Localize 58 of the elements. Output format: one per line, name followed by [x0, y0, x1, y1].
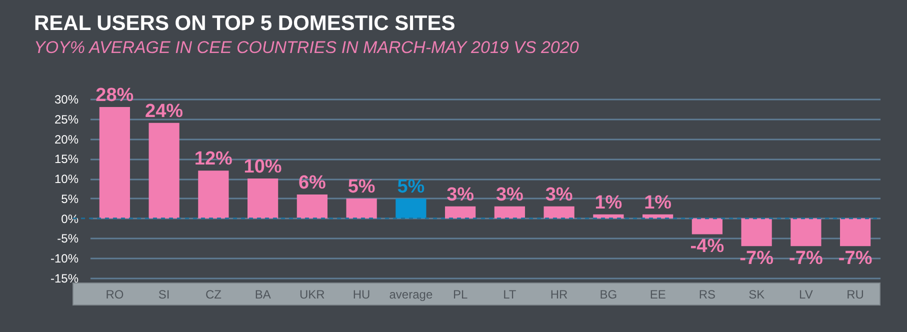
data-label: 3% [446, 184, 474, 206]
data-label: 24% [145, 100, 184, 122]
y-tick-label: 0% [61, 212, 79, 226]
x-tick-label: BG [600, 288, 618, 302]
bar [99, 106, 130, 218]
y-tick-label: -15% [50, 272, 79, 286]
bar [396, 198, 426, 218]
data-label: 5% [397, 176, 425, 198]
data-label: 12% [194, 148, 233, 170]
x-tick-label: SK [748, 288, 765, 302]
x-tick-label: CZ [205, 288, 222, 302]
data-label: 28% [96, 84, 134, 106]
chart-subtitle: YOY% AVERAGE IN CEE COUNTRIES IN MARCH-MAY 2019 VS 2020 [34, 38, 580, 57]
x-tick-label: average [389, 288, 433, 302]
data-label: 10% [244, 156, 282, 178]
y-tick-label: 20% [54, 132, 79, 146]
x-tick-label: LV [799, 288, 813, 302]
y-tick-label: 5% [61, 192, 79, 206]
x-tick-label: LT [503, 288, 517, 302]
chart-title: REAL USERS ON TOP 5 DOMESTIC SITES [34, 12, 456, 35]
bar [346, 198, 377, 218]
bar [248, 178, 278, 218]
y-tick-label: -10% [50, 252, 79, 266]
data-label: -7% [789, 248, 823, 270]
x-tick-label: PL [452, 288, 468, 302]
data-label: 1% [594, 192, 622, 214]
data-label: 1% [644, 192, 672, 214]
bar [148, 122, 180, 218]
x-tick-label: RS [698, 288, 716, 302]
bar [840, 218, 871, 246]
data-label: 5% [348, 176, 376, 198]
data-label: -7% [740, 248, 774, 270]
y-tick-label: -5% [57, 232, 79, 246]
y-tick-label: 30% [54, 92, 79, 106]
bar [198, 170, 229, 218]
bar [544, 206, 574, 218]
data-label: 6% [298, 172, 326, 194]
data-label: 3% [496, 184, 524, 206]
bar [296, 194, 328, 218]
y-tick-label: 10% [54, 172, 79, 186]
bar [692, 218, 722, 234]
x-tick-label: UKR [300, 288, 326, 302]
x-tick-label: HU [352, 288, 370, 302]
bar [741, 218, 772, 246]
x-tick-label: RU [846, 288, 864, 302]
bar [445, 206, 476, 218]
x-tick-label: SI [158, 288, 170, 302]
data-label: 3% [545, 184, 573, 206]
x-tick-label: EE [650, 288, 666, 302]
y-tick-label: 25% [54, 112, 79, 126]
y-tick-label: 15% [54, 152, 79, 166]
x-tick-label: BA [254, 288, 271, 302]
bar [494, 206, 525, 218]
data-label: -7% [838, 248, 872, 270]
bar [790, 218, 822, 246]
x-tick-label: RO [106, 288, 124, 302]
x-tick-label: HR [550, 288, 568, 302]
data-label: -4% [690, 236, 724, 258]
